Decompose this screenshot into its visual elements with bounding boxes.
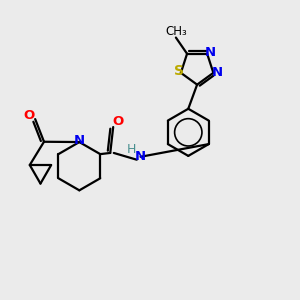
Text: H: H — [127, 142, 136, 156]
Text: N: N — [205, 46, 216, 59]
Text: O: O — [112, 115, 123, 128]
Text: CH₃: CH₃ — [166, 25, 187, 38]
Text: N: N — [135, 150, 146, 163]
Text: S: S — [173, 64, 184, 78]
Text: N: N — [74, 134, 85, 147]
Text: N: N — [212, 66, 223, 79]
Text: O: O — [23, 109, 34, 122]
